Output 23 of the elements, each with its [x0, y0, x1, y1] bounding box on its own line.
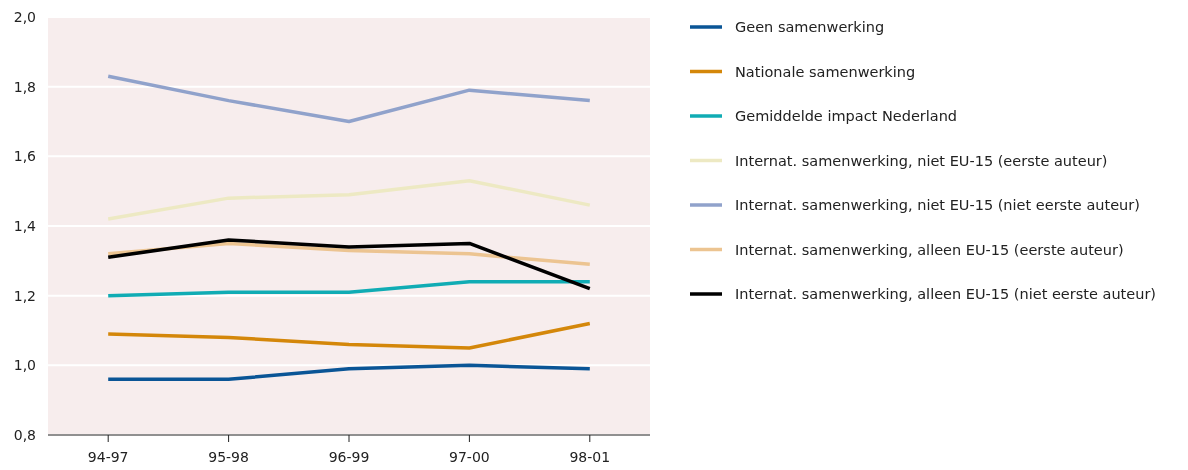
x-tick-label: 98-01 [569, 449, 611, 465]
legend-label: Internat. samenwerking, alleen EU-15 (niet eerste auteur) [735, 286, 1157, 303]
y-tick-label: 0,8 [13, 426, 36, 443]
legend-label: Gemiddelde impact Nederland [735, 108, 958, 125]
legend-label: Nationale samenwerking [735, 63, 916, 80]
legend-label: Internat. samenwerking, niet EU-15 (eerste auteur) [735, 152, 1108, 169]
x-tick-label: 94-97 [87, 449, 129, 465]
legend-label: Internat. samenwerking, alleen EU-15 (eerste auteur) [735, 241, 1124, 258]
x-tick-label: 96-99 [328, 449, 370, 465]
line-series [106, 178, 592, 221]
y-tick-label: 2,0 [13, 8, 36, 25]
line-series [106, 74, 592, 124]
y-tick-label: 1,2 [13, 287, 36, 304]
line-series [106, 321, 592, 350]
y-tick-label: 1,8 [13, 78, 36, 95]
y-tick-label: 1,0 [13, 357, 36, 374]
y-tick-label: 1,4 [13, 217, 37, 234]
x-tick-label: 95-98 [208, 449, 249, 465]
y-tick-label: 1,6 [13, 148, 37, 165]
legend-label: Geen samenwerking [735, 19, 885, 36]
x-tick-label: 97-00 [449, 449, 490, 465]
line-series [106, 238, 592, 291]
legend-label: Internat. samenwerking, niet EU-15 (niet eerste auteur) [735, 197, 1140, 214]
